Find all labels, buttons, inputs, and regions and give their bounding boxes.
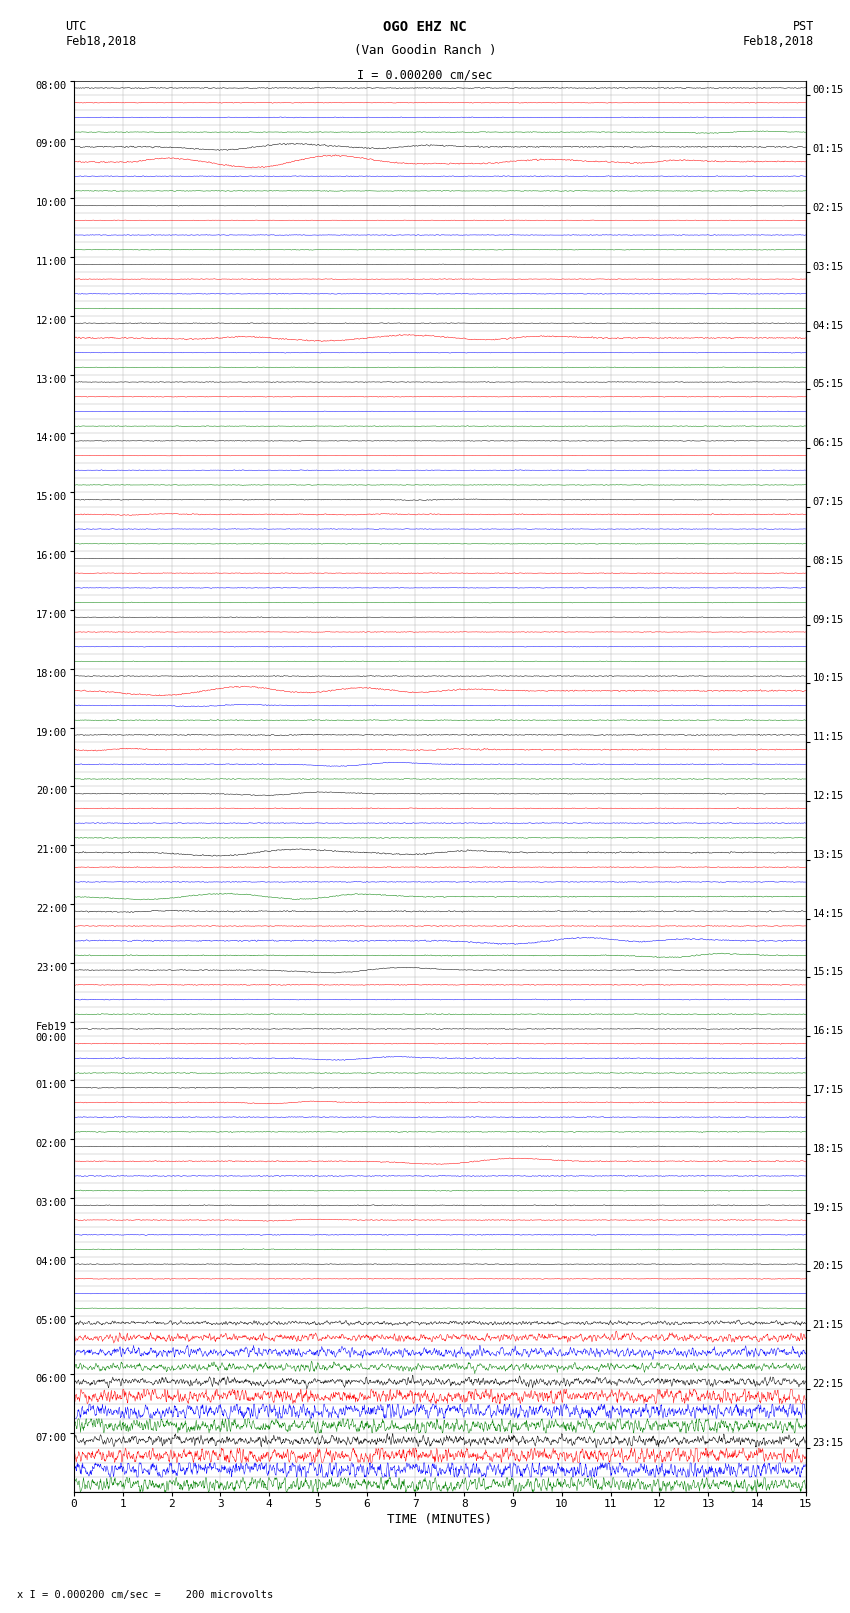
Text: OGO EHZ NC: OGO EHZ NC xyxy=(383,19,467,34)
Text: PST
Feb18,2018: PST Feb18,2018 xyxy=(743,19,814,48)
Text: I = 0.000200 cm/sec: I = 0.000200 cm/sec xyxy=(357,69,493,82)
X-axis label: TIME (MINUTES): TIME (MINUTES) xyxy=(388,1513,492,1526)
Text: x I = 0.000200 cm/sec =    200 microvolts: x I = 0.000200 cm/sec = 200 microvolts xyxy=(17,1590,273,1600)
Text: (Van Goodin Ranch ): (Van Goodin Ranch ) xyxy=(354,44,496,58)
Text: UTC
Feb18,2018: UTC Feb18,2018 xyxy=(65,19,137,48)
